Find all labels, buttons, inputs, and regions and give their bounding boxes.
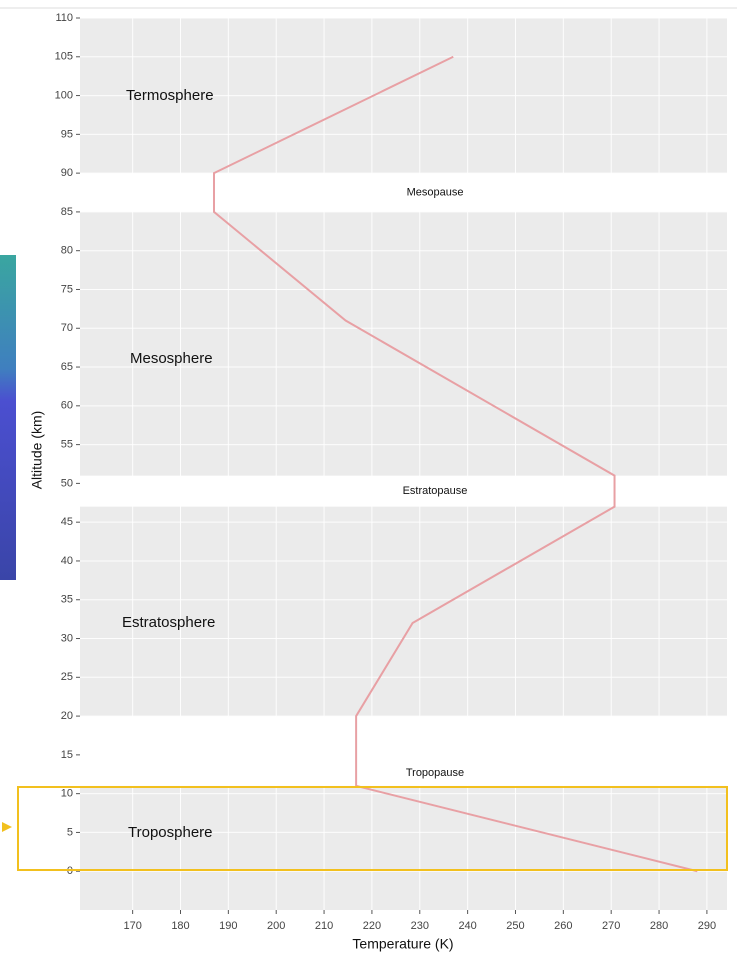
pause-band [80,173,727,212]
x-tick-label: 270 [602,920,620,932]
x-tick-label: 230 [411,920,429,932]
pause-band [80,716,727,786]
page: {"chart_data": {"type": "line", "x_label… [0,0,737,957]
layer-label: Estratosphere [122,614,215,631]
layer-label: Termosphere [126,87,214,104]
band-label: Tropopause [406,767,464,779]
plot: 0 5 10 15 20 25 30 35 40 45 50 55 60 65 70 75 80 85 90 95 10… [55,12,727,932]
band-label: Estratopause [403,485,468,497]
band-label: Mesopause [407,186,464,198]
y-tick-label: 15 [61,749,73,761]
x-tick-label: 260 [554,920,572,932]
x-tick-label: 200 [267,920,285,932]
x-tick-label: 290 [698,920,716,932]
y-tick-label: 40 [61,555,73,567]
x-tick-label: 220 [363,920,381,932]
y-tick-label: 45 [61,516,73,528]
y-tick-label: 110 [55,12,73,24]
y-tick-label: 50 [61,477,73,489]
x-tick-label: 240 [458,920,476,932]
y-tick-label: 65 [61,361,73,373]
background-image-fragment [0,255,16,580]
x-tick-label: 170 [123,920,141,932]
y-tick-label: 55 [61,439,73,451]
y-tick-label: 35 [61,594,73,606]
y-tick-label: 70 [61,322,73,334]
y-tick-label: 5 [67,826,73,838]
y-tick-label: 25 [61,671,73,683]
y-tick-label: 30 [61,632,73,644]
y-tick-label: 60 [61,400,73,412]
y-tick-label: 85 [61,206,73,218]
x-tick-label: 190 [219,920,237,932]
x-tick-label: 210 [315,920,333,932]
y-tick-label: 100 [55,89,73,101]
y-tick-label: 0 [67,865,73,877]
x-tick-label: 250 [506,920,524,932]
y-tick-label: 20 [61,710,73,722]
y-tick-label: 105 [55,51,73,63]
y-tick-label: 75 [61,283,73,295]
y-tick-label: 95 [61,128,73,140]
highlight-arrow [2,822,12,832]
x-tick-label: 280 [650,920,668,932]
screenshot: 0 5 10 15 20 25 30 35 40 45 50 55 60 65 70 75 80 85 90 95 10… [0,0,737,957]
layer-label: Troposphere [128,824,213,841]
x-axis-title: Temperature (K) [352,936,453,952]
y-axis-title: Altitude (km) [29,411,45,490]
y-tick-label: 90 [61,167,73,179]
x-tick-label: 180 [171,920,189,932]
y-tick-label: 80 [61,245,73,257]
layer-label: Mesosphere [130,350,213,367]
y-tick-label: 10 [61,788,73,800]
